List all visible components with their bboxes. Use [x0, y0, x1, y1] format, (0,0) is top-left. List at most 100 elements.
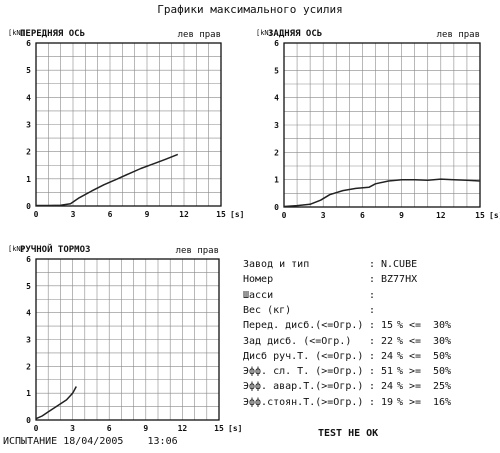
test-date-label: ИСПЫТАНИЕ 18/04/2005 — [3, 436, 124, 447]
info-label: Дисб руч.Т. (<=Огр.) — [243, 350, 364, 362]
x-tick-label: 12 — [179, 210, 189, 219]
test-time: 13:06 — [147, 436, 178, 447]
info-operator: <= — [409, 350, 422, 362]
info-colon: : — [369, 304, 376, 316]
chart-title: ЗАДНЯЯ ОСЬ — [268, 29, 322, 39]
info-label: Эфф. авар.Т.(>=Огр.) — [243, 381, 364, 393]
chart-title: ПЕРЕДНЯЯ ОСЬ — [20, 29, 85, 39]
info-operator: <= — [409, 320, 422, 332]
x-tick-label: 0 — [34, 424, 39, 433]
y-tick-label: 4 — [274, 94, 279, 103]
info-label: Зад дисб. (<=Огр.) — [243, 335, 352, 347]
x-tick-label: 0 — [282, 211, 287, 220]
x-tick-label: 3 — [70, 424, 75, 433]
test-datetime: ИСПЫТАНИЕ 18/04/2005 13:06 — [3, 436, 178, 447]
y-tick-label: 6 — [26, 255, 31, 264]
y-tick-label: 0 — [274, 203, 279, 212]
info-percent: % — [397, 320, 404, 332]
info-value: 15 — [381, 320, 394, 332]
y-tick-label: 3 — [26, 121, 31, 130]
info-limit: 50% — [433, 366, 452, 378]
info-operator: <= — [409, 335, 422, 347]
info-limit: 50% — [433, 350, 452, 362]
info-percent: % — [397, 366, 404, 378]
x-unit-label: [s] — [489, 211, 500, 220]
info-operator: >= — [409, 366, 422, 378]
plot-frame — [35, 258, 220, 421]
y-tick-label: 3 — [26, 336, 31, 345]
series-line-1 — [283, 178, 481, 208]
y-unit-label: [kN] — [8, 245, 25, 253]
y-unit-label: [kN] — [256, 29, 273, 37]
info-colon: : — [369, 320, 376, 332]
info-colon: : — [369, 381, 376, 393]
info-limit: 25% — [433, 381, 452, 393]
page-title: Графики максимального усилия — [157, 3, 343, 16]
info-colon: : — [369, 396, 376, 408]
y-tick-label: 1 — [26, 175, 31, 184]
x-tick-label: 15 — [216, 210, 226, 219]
info-colon: : — [369, 289, 376, 301]
y-tick-label: 4 — [26, 309, 31, 318]
x-tick-label: 12 — [436, 211, 446, 220]
chart-title: РУЧНОЙ ТОРМОЗ — [20, 243, 90, 255]
info-value: 51 — [381, 366, 394, 378]
series-line-1 — [35, 386, 77, 420]
y-tick-label: 2 — [274, 148, 279, 157]
info-colon: : — [369, 366, 376, 378]
info-label: Эфф.стоян.Т.(>=Огр.) — [243, 396, 364, 408]
x-tick-label: 3 — [321, 211, 326, 220]
info-limit: 30% — [433, 335, 452, 347]
x-tick-label: 9 — [143, 424, 148, 433]
x-tick-label: 12 — [178, 424, 188, 433]
x-tick-label: 15 — [214, 424, 224, 433]
info-colon: : — [369, 350, 376, 362]
info-value: 24 — [381, 350, 394, 362]
y-tick-label: 1 — [274, 176, 279, 185]
side-labels: лев прав — [176, 246, 219, 256]
info-percent: % — [397, 396, 404, 408]
y-tick-label: 4 — [26, 93, 31, 102]
x-tick-label: 6 — [107, 424, 112, 433]
info-label: Перед. дисб.(<=Огр.) — [243, 320, 364, 332]
y-unit-label: [kN] — [8, 29, 25, 37]
info-operator: >= — [409, 396, 422, 408]
info-colon: : — [369, 335, 376, 347]
y-tick-label: 0 — [26, 202, 31, 211]
info-label: Вес (кг) — [243, 304, 292, 316]
x-unit-label: [s] — [230, 210, 244, 219]
info-colon: : — [369, 274, 376, 286]
info-operator: >= — [409, 381, 422, 393]
x-tick-label: 6 — [360, 211, 365, 220]
info-label: Эфф. сл. Т. (>=Огр.) — [243, 366, 364, 378]
x-tick-label: 9 — [145, 210, 150, 219]
info-value: 22 — [381, 335, 394, 347]
info-label: Завод и тип — [243, 259, 310, 270]
x-tick-label: 15 — [475, 211, 485, 220]
info-label: Номер — [243, 274, 274, 286]
x-tick-label: 3 — [71, 210, 76, 219]
series-line-1 — [36, 153, 179, 207]
info-value: 19 — [381, 396, 394, 408]
plot-frame — [283, 42, 481, 208]
info-value: 24 — [381, 381, 394, 393]
info-limit: 30% — [433, 320, 452, 332]
info-percent: % — [397, 381, 404, 393]
info-value: BZ77HX — [381, 274, 418, 286]
y-tick-label: 5 — [26, 282, 31, 291]
x-unit-label: [s] — [228, 424, 242, 433]
y-tick-label: 5 — [26, 66, 31, 75]
y-tick-label: 6 — [274, 39, 279, 48]
info-percent: % — [397, 335, 404, 347]
plot-frame — [35, 42, 222, 207]
y-tick-label: 1 — [26, 389, 31, 398]
info-label: Шасси — [243, 289, 274, 301]
x-tick-label: 0 — [34, 210, 39, 219]
y-tick-label: 6 — [26, 39, 31, 48]
side-labels: лев прав — [437, 30, 480, 40]
y-tick-label: 2 — [26, 148, 31, 157]
